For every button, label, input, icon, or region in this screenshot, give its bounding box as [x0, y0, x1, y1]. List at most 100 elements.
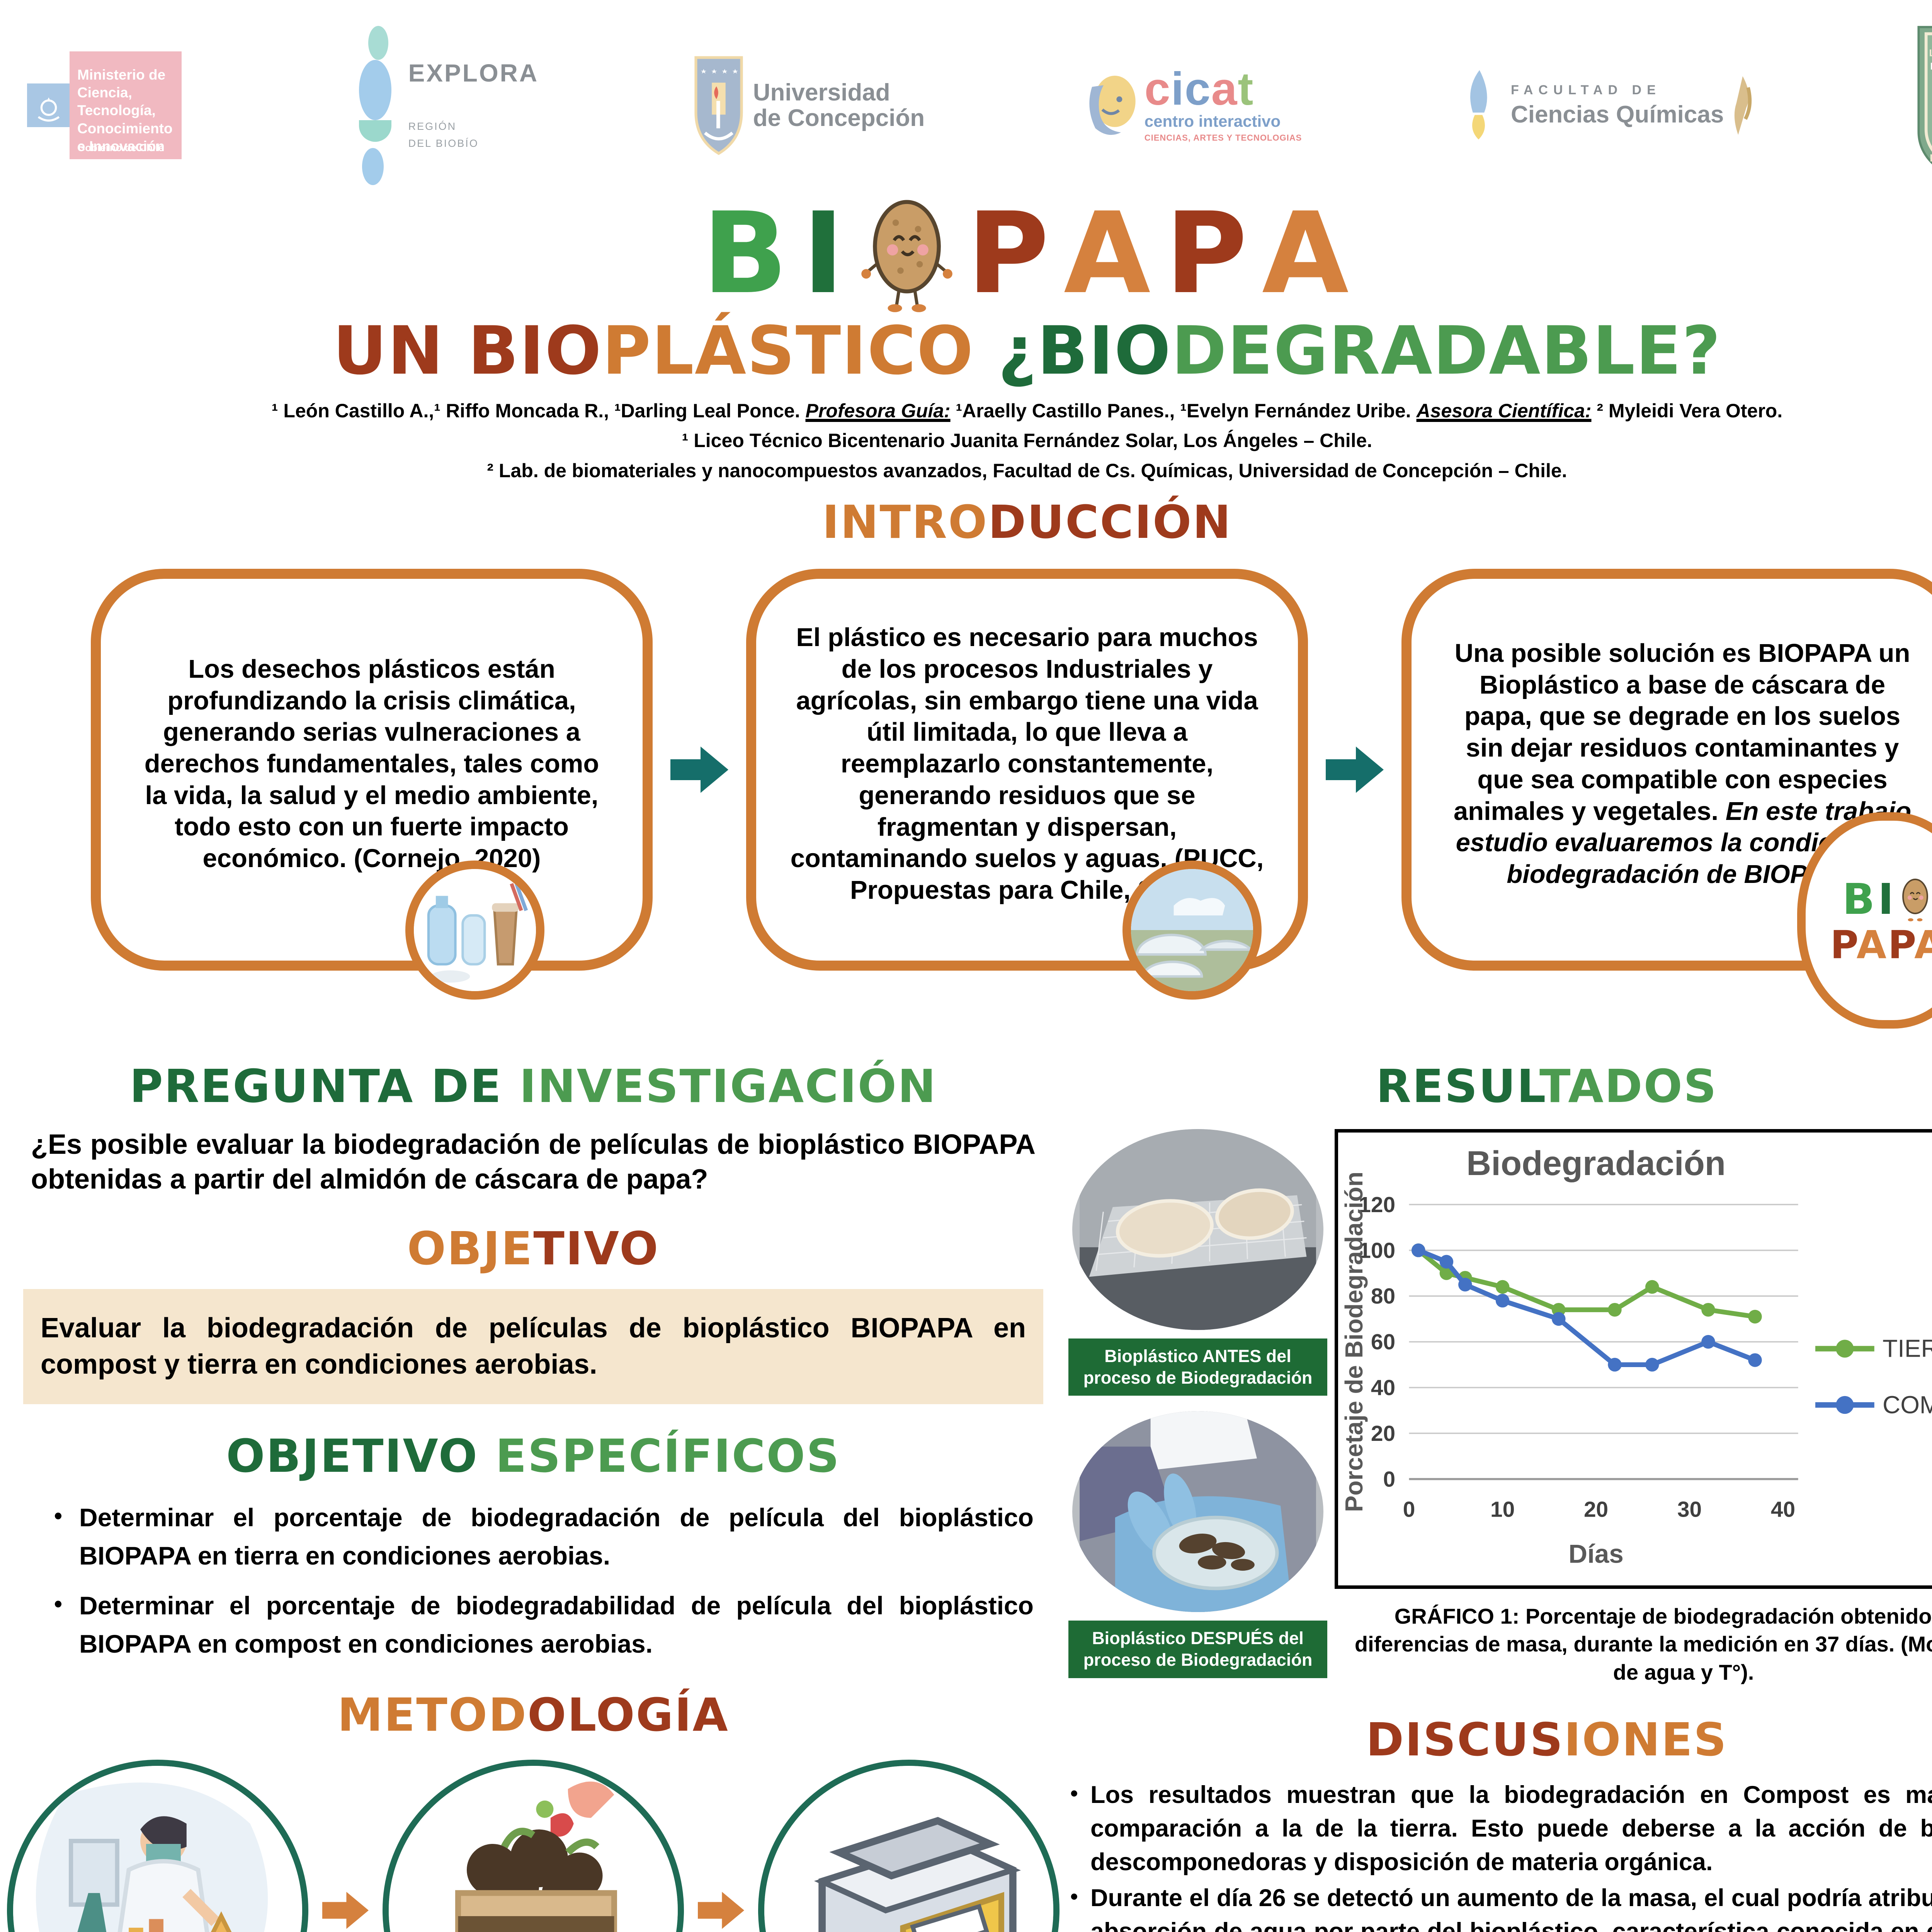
- bioplastic-before-photo: [1072, 1129, 1323, 1330]
- greenhouse-photo: [1122, 860, 1262, 1000]
- spacer: [0, 971, 1932, 1038]
- arrow-right-icon: [670, 746, 728, 793]
- fcq-line: FACULTAD DE: [1510, 82, 1661, 97]
- svg-text:100: 100: [1359, 1238, 1395, 1263]
- logo-letter: P: [1830, 922, 1857, 968]
- fcq-text: FACULTAD DE Ciencias Químicas: [1511, 83, 1724, 128]
- heading-part: TADOS: [1539, 1059, 1718, 1113]
- explora-logo: EXPLORA REGIÓN DEL BIOBÍO: [352, 24, 539, 187]
- explora-name: EXPLORA: [408, 59, 539, 87]
- title-letter: B: [702, 189, 791, 319]
- udec-line: de Concepción: [753, 104, 925, 131]
- discusiones-heading: DISCUSIONES: [1066, 1714, 1932, 1765]
- svg-text:0: 0: [1403, 1497, 1415, 1522]
- cicat-name: cicat: [1145, 66, 1302, 112]
- ministerio-line: Conocimiento: [77, 120, 173, 136]
- header-logos: Ministerio de Ciencia, Tecnología, Conoc…: [0, 0, 1932, 189]
- results-photos: Bioplástico ANTES del proceso de Biodegr…: [1066, 1129, 1329, 1694]
- jfs-liceo-logo: LICEO TÉCNICO BICENTENARIO JFS LOS ÁNGEL…: [1911, 22, 1932, 189]
- heading-part: OBJE: [407, 1221, 534, 1275]
- ministerio-line: e Innovación: [77, 138, 165, 154]
- right-column: RESULTADOS: [1063, 1061, 1932, 1932]
- cicat-logo: cicat centro interactivo CIENCIAS, ARTES…: [1080, 66, 1302, 143]
- objetivo-text: Evaluar la biodegradación de películas d…: [41, 1313, 1026, 1380]
- heading-part: TIVO: [533, 1221, 660, 1275]
- heading-part: INVESTIGACIÓN: [519, 1059, 937, 1113]
- svg-text:80: 80: [1371, 1284, 1395, 1308]
- cicat-hand-icon: [1089, 75, 1136, 135]
- compost-illustration: COMPOST: [383, 1760, 684, 1932]
- objetivo-item: Determinar el porcentaje de biodegradabi…: [33, 1587, 1034, 1663]
- svg-text:Biodegradación: Biodegradación: [1466, 1144, 1726, 1182]
- udec-text: Universidad de Concepción: [753, 80, 925, 130]
- heading-part: PREGUNTA DE: [129, 1059, 520, 1113]
- explora-dots-icon: [352, 24, 398, 187]
- authors-line1: ¹ León Castillo A.,¹ Riffo Moncada R., ¹…: [0, 396, 1932, 426]
- subtitle-part: ¿BIO: [974, 312, 1172, 389]
- svg-text:40: 40: [1771, 1497, 1795, 1522]
- svg-text:COMPOST: COMPOST: [485, 1929, 587, 1932]
- cicat-text: cicat centro interactivo CIENCIAS, ARTES…: [1144, 66, 1302, 143]
- logo-letter: A: [1856, 922, 1888, 968]
- resultados-heading: RESULTADOS: [1066, 1061, 1932, 1112]
- svg-text:30: 30: [1677, 1497, 1702, 1522]
- asesora-cientifica-label: Asesora Científica:: [1416, 400, 1592, 422]
- chile-coat-of-arms-icon: [27, 83, 70, 127]
- photo-label-despues: Bioplástico DESPUÉS del proceso de Biode…: [1068, 1621, 1327, 1678]
- objetivo-especificos-heading: OBJETIVO ESPECÍFICOS: [23, 1431, 1043, 1481]
- svg-text:COMPOST: COMPOST: [1883, 1391, 1932, 1418]
- intro-box-2-wrap: El plástico es necesario para muchos de …: [746, 568, 1308, 1000]
- arrow-right-icon: [698, 1892, 744, 1929]
- scale-illustration: [758, 1760, 1060, 1932]
- cicat-letter: c: [1184, 63, 1211, 115]
- authors-names: ¹Araelly Castillo Panes., ¹Evelyn Fernán…: [950, 400, 1417, 422]
- arrow-right-icon: [1326, 746, 1384, 793]
- cicat-letter: i: [1171, 63, 1185, 115]
- svg-text:LICEO TÉCNICO: LICEO TÉCNICO: [1929, 47, 1932, 58]
- ministerio-ciencia-logo: Ministerio de Ciencia, Tecnología, Conoc…: [27, 22, 182, 189]
- logo-letter: I: [1878, 874, 1894, 924]
- logo-letter: B: [1842, 874, 1875, 924]
- explora-region: REGIÓN DEL BIOBÍO: [408, 118, 539, 151]
- udec-shield-icon: [694, 56, 743, 155]
- discusion-item: Durante el día 26 se detectó un aumento …: [1066, 1881, 1932, 1932]
- objetivos-list: Determinar el porcentaje de biodegradaci…: [23, 1498, 1043, 1663]
- title-letter: A: [1262, 189, 1352, 319]
- svg-text:40: 40: [1371, 1376, 1395, 1400]
- subtitle-part: PLÁSTICO: [602, 312, 974, 389]
- objetivo-heading: OBJETIVO: [23, 1221, 1043, 1275]
- svg-text:LOS ÁNGELES: LOS ÁNGELES: [1930, 152, 1932, 164]
- intro-box-3-wrap: Una posible solución es BIOPAPA un Biopl…: [1401, 568, 1932, 1029]
- ministerio-line: Ministerio de: [77, 66, 166, 83]
- heading-part: OBJETIVO: [226, 1429, 496, 1483]
- introduccion-section: Los desechos plásticos están profundizan…: [91, 568, 1932, 1029]
- svg-text:10: 10: [1490, 1497, 1515, 1522]
- heading-part: DUCCIÓN: [988, 495, 1232, 549]
- affiliation-2: ² Lab. de biomateriales y nanocompuestos…: [487, 459, 1567, 481]
- authors-names: ¹ León Castillo A.,¹ Riffo Moncada R., ¹…: [271, 400, 806, 422]
- plastic-waste-photo: [405, 860, 545, 1000]
- pregunta-text: ¿Es posible evaluar la biodegradación de…: [31, 1129, 1036, 1195]
- objetivo-box: Evaluar la biodegradación de películas d…: [23, 1289, 1043, 1404]
- svg-text:Días: Días: [1568, 1539, 1624, 1568]
- authors-block: ¹ León Castillo A.,¹ Riffo Moncada R., ¹…: [0, 396, 1932, 486]
- svg-text:60: 60: [1371, 1330, 1395, 1354]
- explora-region-line: REGIÓN: [408, 121, 457, 133]
- poster-subtitle: UN BIOPLÁSTICO ¿BIODEGRADABLE?: [0, 316, 1932, 386]
- explora-region-line: DEL BIOBÍO: [408, 137, 479, 149]
- arrow-right-icon: [322, 1892, 369, 1929]
- biopapa-logo-text: BI PAPA: [1806, 821, 1932, 1020]
- intro-box-1-wrap: Los desechos plásticos están profundizan…: [91, 568, 653, 1000]
- heading-part: OLOGÍA: [527, 1688, 729, 1742]
- affiliation-1: ¹ Liceo Técnico Bicentenario Juanita Fer…: [682, 430, 1372, 452]
- udec-logo: Universidad de Concepción: [694, 55, 925, 156]
- pregunta-heading: PREGUNTA DE INVESTIGACIÓN: [23, 1061, 1043, 1112]
- cicat-subtitle: centro interactivo: [1144, 112, 1281, 130]
- results-row: Bioplástico ANTES del proceso de Biodegr…: [1066, 1129, 1932, 1694]
- cicat-letter: a: [1211, 63, 1238, 115]
- title-letter: I: [802, 189, 847, 319]
- metodologia-heading: METODOLOGÍA: [23, 1690, 1043, 1740]
- fcq-flame-icon: [1470, 70, 1487, 139]
